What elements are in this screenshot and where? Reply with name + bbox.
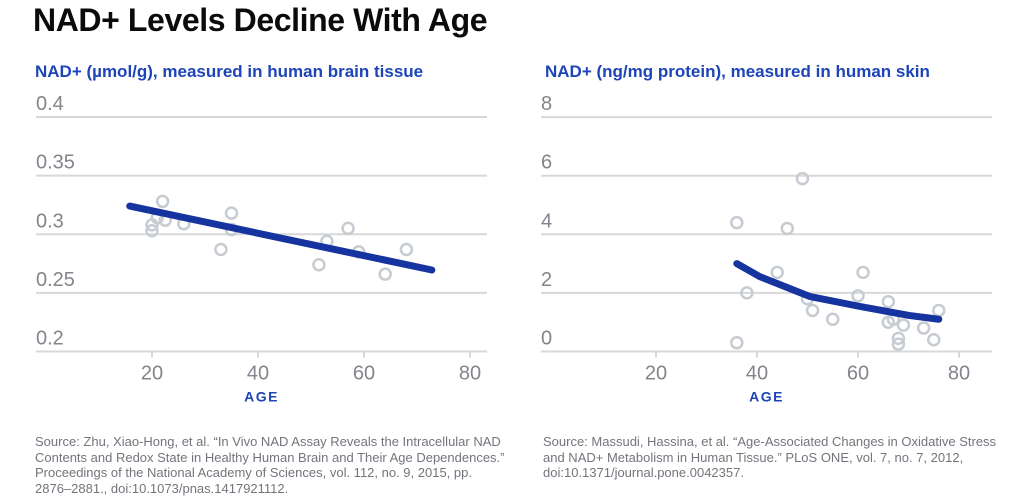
data-point xyxy=(932,303,946,318)
x-tick-label: 40 xyxy=(247,363,269,385)
data-point xyxy=(145,218,159,232)
y-tick-label: 0.2 xyxy=(36,328,64,350)
page-title: NAD+ Levels Decline With Age xyxy=(33,2,488,38)
x-tick-label: 60 xyxy=(353,363,375,385)
data-point xyxy=(730,215,744,230)
y-tick-label: 0.4 xyxy=(36,93,64,115)
x-tick-label: 80 xyxy=(459,363,481,385)
trend-line xyxy=(733,260,943,323)
data-point xyxy=(896,318,911,332)
y-tick-label: 4 xyxy=(541,210,552,232)
data-point xyxy=(856,265,870,280)
x-tick-label: 40 xyxy=(746,363,768,385)
y-tick-label: 6 xyxy=(541,152,552,174)
data-point xyxy=(851,289,865,303)
y-tick-label: 2 xyxy=(541,269,552,291)
y-tick-label: 0.25 xyxy=(36,269,75,291)
data-point xyxy=(891,331,906,346)
data-point xyxy=(826,312,840,327)
data-point xyxy=(312,257,326,272)
skin-chart-subtitle: NAD+ (ng/mg protein), measured in human … xyxy=(545,62,930,81)
x-tick-label: 20 xyxy=(645,363,667,385)
age-axis-label: AGE xyxy=(244,389,279,405)
data-point xyxy=(891,337,906,351)
data-point xyxy=(795,171,810,186)
age-axis-label: AGE xyxy=(749,389,784,405)
y-tick-label: 8 xyxy=(541,93,552,115)
trend-line xyxy=(126,202,436,274)
data-point xyxy=(399,242,414,257)
data-point xyxy=(341,221,355,236)
x-tick-label: 80 xyxy=(948,363,970,385)
data-point xyxy=(927,333,941,347)
skin-chart-source-citation: Source: Massudi, Hassina, et al. “Age-As… xyxy=(543,434,997,480)
brain-chart-subtitle: NAD+ (µmol/g), measured in human brain t… xyxy=(35,62,424,81)
data-point xyxy=(224,206,239,220)
y-tick-label: 0.3 xyxy=(36,210,64,232)
brain-chart-source-citation: Source: Zhu, Xiao-Hong, et al. “In Vivo … xyxy=(35,434,505,496)
brain-nad-scatter-chart: 0.4 0.35 0.3 0.25 0.2 20 40 60 80 AGE xyxy=(36,93,487,405)
y-tick-label: 0.35 xyxy=(36,152,75,174)
x-tick-label: 20 xyxy=(141,363,163,385)
data-point xyxy=(730,335,744,350)
data-point xyxy=(780,221,795,236)
data-point xyxy=(916,321,931,335)
data-point xyxy=(740,286,754,300)
x-tick-label: 60 xyxy=(847,363,869,385)
y-tick-label: 0 xyxy=(541,328,552,350)
data-point xyxy=(805,303,820,318)
data-point xyxy=(881,294,896,309)
data-point xyxy=(214,242,228,257)
data-point xyxy=(378,267,392,281)
data-point xyxy=(155,194,170,209)
data-point xyxy=(770,265,784,280)
data-point xyxy=(145,223,159,238)
